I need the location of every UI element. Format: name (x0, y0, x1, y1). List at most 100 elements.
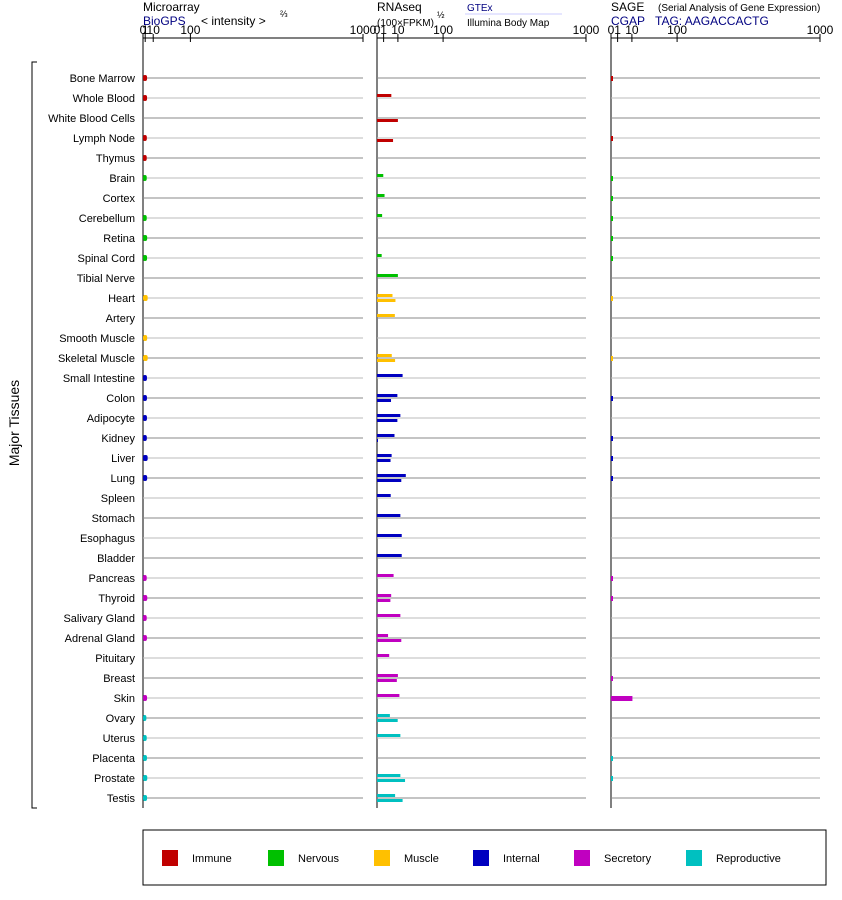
tissue-label: Kidney (101, 433, 135, 445)
tissue-label: Uterus (103, 733, 136, 745)
gtex-bar (377, 254, 382, 257)
tissue-label: Thymus (96, 153, 136, 165)
microarray-bar (143, 395, 147, 401)
legend-swatch-internal (473, 850, 489, 866)
tissue-label: Tibial Nerve (77, 273, 135, 285)
microarray-bar (143, 475, 148, 481)
sage-bar (611, 696, 633, 701)
legend-swatch-muscle (374, 850, 390, 866)
microarray-scale-exponent: ⅔ (280, 9, 288, 19)
tissue-label: Small Intestine (63, 373, 135, 385)
gtex-bar (377, 614, 401, 617)
tissue-label: Liver (111, 453, 135, 465)
tissue-label: Ovary (106, 713, 136, 725)
gtex-bar (377, 574, 394, 577)
rnaseq-tick-label: 1 (380, 23, 387, 37)
ibm-bar (377, 359, 396, 362)
gtex-bar (377, 734, 401, 737)
tissue-label: Adipocyte (87, 413, 135, 425)
tissue-label: Lymph Node (73, 133, 135, 145)
gtex-bar (377, 694, 400, 697)
biogps-link[interactable]: BioGPS (143, 14, 186, 28)
sage-bar (611, 236, 613, 241)
gtex-bar (377, 194, 385, 197)
ibm-bar (377, 719, 398, 722)
gtex-bar (377, 434, 395, 437)
sage-bar (611, 136, 613, 141)
microarray-tick-label: 10 (147, 23, 161, 37)
ibm-bar (377, 439, 378, 442)
y-group-label: Major Tissues (6, 380, 22, 466)
tissue-bracket (31, 61, 37, 809)
sage-bar (611, 756, 613, 761)
tissue-label: Cortex (103, 193, 136, 205)
legend-label-internal: Internal (503, 853, 540, 865)
gtex-bar (377, 654, 390, 657)
microarray-bar (143, 415, 147, 421)
microarray-bar (143, 255, 148, 261)
gtex-link[interactable]: GTEx (467, 3, 493, 14)
sage-bar (611, 576, 613, 581)
sage-bar (611, 676, 613, 681)
tissue-label: Placenta (92, 753, 136, 765)
tissue-label: Heart (108, 293, 135, 305)
tissue-label: Bone Marrow (70, 73, 135, 85)
microarray-bar (143, 95, 148, 101)
sage-tick-label: 0 (608, 23, 615, 37)
tissue-label: Lung (111, 473, 135, 485)
ibm-bar (377, 779, 406, 782)
rnaseq-title: RNAseq (377, 0, 422, 14)
microarray-bar (143, 335, 148, 341)
tissue-label: Spleen (101, 493, 135, 505)
gtex-bar (377, 374, 403, 377)
microarray-bar (143, 175, 147, 181)
gtex-bar (377, 714, 390, 717)
microarray-bar (143, 355, 148, 361)
ibm-bar (377, 679, 397, 682)
microarray-bar (143, 215, 147, 221)
tissue-label: Pancreas (89, 573, 136, 585)
ibm-bar (377, 419, 398, 422)
sage-bar (611, 456, 613, 461)
sage-bar (611, 76, 613, 81)
microarray-bar (143, 455, 148, 461)
ibm-bar (377, 799, 403, 802)
gtex-bar (377, 174, 384, 177)
gtex-bar (377, 314, 395, 317)
legend-label-muscle: Muscle (404, 853, 439, 865)
microarray-bar (143, 695, 148, 701)
sage-bar (611, 436, 613, 441)
ibm-bar (377, 139, 394, 142)
tissue-label: Artery (106, 313, 136, 325)
tissue-label: Testis (107, 793, 136, 805)
microarray-tick-label: 100 (180, 23, 200, 37)
tissue-label: White Blood Cells (48, 113, 135, 125)
microarray-bar (143, 795, 148, 801)
gtex-bar (377, 774, 401, 777)
rnaseq-tick-label: 100 (433, 23, 453, 37)
legend-swatch-nervous (268, 850, 284, 866)
tissue-label: Smooth Muscle (59, 333, 135, 345)
sage-bar (611, 356, 613, 361)
tissue-label: Esophagus (80, 533, 136, 545)
ibm-bar (377, 119, 398, 122)
microarray-tick-label: 1000 (350, 23, 377, 37)
sage-tag: TAG: AAGACCACTG (655, 14, 769, 28)
microarray-bar (143, 735, 147, 741)
tissue-label: Cerebellum (79, 213, 135, 225)
gtex-bar (377, 534, 402, 537)
microarray-scale-label: < intensity > (201, 14, 266, 28)
tissue-label: Brain (109, 173, 135, 185)
sage-bar (611, 256, 613, 261)
cgap-link[interactable]: CGAP (611, 14, 645, 28)
rnaseq-tick-label: 0 (374, 23, 381, 37)
gtex-bar (377, 474, 406, 477)
sage-tick-label: 1000 (807, 23, 834, 37)
illumina-body-map-label: Illumina Body Map (467, 18, 550, 29)
gtex-bar (377, 294, 393, 297)
sage-tick-label: 10 (625, 23, 639, 37)
legend-label-secretory: Secretory (604, 853, 652, 865)
legend-swatch-immune (162, 850, 178, 866)
sage-bar (611, 176, 613, 181)
